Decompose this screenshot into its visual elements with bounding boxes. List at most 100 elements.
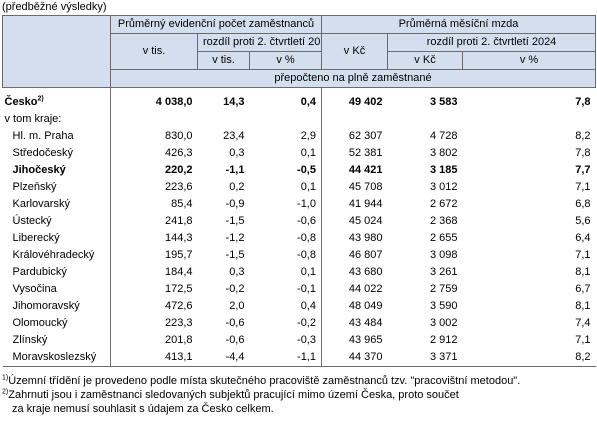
- header-wage-group: Průměrná měsíční mzda: [321, 15, 596, 34]
- cell: -1,1: [225, 164, 245, 176]
- cell: -0,6: [225, 317, 245, 329]
- row-name: Moravskoslezský: [2, 349, 111, 367]
- cell: 426,3: [110, 145, 198, 162]
- cell: 172,5: [110, 281, 198, 298]
- cell: 43 680: [321, 264, 388, 281]
- row-name: Středočeský: [12, 147, 74, 159]
- row-name: Česko2): [4, 95, 44, 108]
- cell: -1,1: [249, 349, 322, 367]
- cell: 413,1: [110, 349, 198, 367]
- footnote-1: 1)Územní třídění je provedeno podle míst…: [2, 374, 521, 387]
- header-prepocteno: přepočteno na plně zaměstnané: [110, 69, 596, 88]
- cell: 46 807: [321, 247, 388, 264]
- cell: 43 484: [321, 315, 388, 332]
- table-row: Vysočina 172,5 -0,2 -0,1 44 022 2 759 6,7: [3, 281, 596, 298]
- cell: 7,1: [575, 181, 591, 193]
- cell: 220,2: [110, 162, 198, 179]
- cell: 3 590: [429, 300, 458, 312]
- footnote-2-cont: za kraje nemusí souhlasit s údajem za Če…: [12, 403, 274, 415]
- cell: 49 402: [321, 94, 388, 111]
- cell: -0,6: [225, 334, 245, 346]
- table-row: Královéhradecký 195,7 -1,5 -0,8 46 807 3 098 7…: [3, 247, 596, 264]
- cell: 0,2: [229, 181, 245, 193]
- table-caption: (předběžné výsledky): [2, 1, 107, 13]
- cell: 0,1: [300, 147, 316, 159]
- cell: 2 759: [429, 283, 458, 295]
- cell: 6,4: [575, 232, 591, 244]
- header-sub-pct-1: v %: [249, 51, 322, 70]
- cell: 144,3: [110, 230, 198, 247]
- table-row: Jihočeský 220,2 -1,1 -0,5 44 421 3 185 7,7: [3, 162, 596, 179]
- cell: 2 655: [429, 232, 458, 244]
- cell: 7,4: [575, 317, 591, 329]
- cell: 7,8: [575, 147, 591, 159]
- cell: 6,7: [575, 283, 591, 295]
- cell: 0,4: [300, 96, 316, 108]
- table-row-total: Česko2) 4 038,0 14,3 0,4 49 402 3 583 7,…: [3, 94, 596, 111]
- cell: 0,4: [300, 300, 316, 312]
- row-name: Královéhradecký: [12, 249, 95, 261]
- cell: 52 381: [321, 145, 388, 162]
- cell: 8,2: [462, 349, 596, 367]
- cell: -1,5: [225, 215, 245, 227]
- header-employees-group: Průměrný evidenční počet zaměstnanců: [110, 15, 322, 34]
- cell: 3 002: [429, 317, 458, 329]
- cell: 223,6: [110, 179, 198, 196]
- cell: 45 708: [321, 179, 388, 196]
- cell: 3 185: [429, 164, 458, 176]
- cell: -0,6: [297, 215, 316, 227]
- cell: 0,3: [229, 266, 245, 278]
- row-name: Olomoucký: [12, 317, 68, 329]
- cell: 472,6: [110, 298, 198, 315]
- table-row: Pardubický 184,4 0,3 0,1 43 680 3 261 8,1: [3, 264, 596, 281]
- header-sub-v-tis: v tis.: [197, 51, 250, 70]
- cell: 41 944: [321, 196, 388, 213]
- row-name: Liberecký: [12, 232, 60, 244]
- cell: 2 912: [429, 334, 458, 346]
- header-v-kc: v Kč: [321, 33, 388, 70]
- cell: -0,9: [225, 198, 245, 210]
- cell: 3 012: [429, 181, 458, 193]
- cell: 8,1: [575, 300, 591, 312]
- footnote-2: 2)Zahrnuti jsou i zaměstnanci sledovanýc…: [2, 388, 459, 401]
- table-row: Středočeský 426,3 0,3 0,1 52 381 3 802 7,8: [3, 145, 596, 162]
- cell: -4,4: [197, 349, 250, 367]
- table-row-vtom: v tom kraje:: [3, 111, 596, 128]
- cell: 2 368: [429, 215, 458, 227]
- cell: -0,8: [297, 249, 316, 261]
- table-row: Moravskoslezský 413,1 -4,4 -1,1 44 370 3 371 8…: [2, 349, 596, 367]
- cell: -0,1: [297, 283, 316, 295]
- row-name: v tom kraje:: [4, 113, 62, 125]
- cell: 44 421: [321, 162, 388, 179]
- cell: 0,1: [300, 181, 316, 193]
- regional-wage-table: Průměrný evidenční počet zaměstnanců Prů…: [2, 15, 596, 367]
- header-v-tis: v tis.: [110, 33, 198, 70]
- cell: 2,0: [229, 300, 245, 312]
- table-row: Ústecký 241,8 -1,5 -0,6 45 024 2 368 5,6: [3, 213, 596, 230]
- cell: 3 098: [429, 249, 458, 261]
- cell: 6,8: [575, 198, 591, 210]
- footnotes: 1)Územní třídění je provedeno podle míst…: [2, 374, 595, 416]
- table-row: Hl. m. Praha 830,0 23,4 2,9 62 307 4 728 8,2: [3, 128, 596, 145]
- cell: -0,8: [297, 232, 316, 244]
- cell: 241,8: [110, 213, 198, 230]
- cell: 184,4: [110, 264, 198, 281]
- cell: 14,3: [223, 96, 245, 108]
- cell: 201,8: [110, 332, 198, 349]
- cell: 7,1: [575, 334, 591, 346]
- cell: -1,5: [225, 249, 245, 261]
- cell: 3 802: [429, 147, 458, 159]
- cell: 43 965: [321, 332, 388, 349]
- cell: -1,0: [297, 198, 316, 210]
- table-row: Plzeňský 223,6 0,2 0,1 45 708 3 012 7,1: [3, 179, 596, 196]
- cell: 830,0: [110, 128, 198, 145]
- table-row: Zlínský 201,8 -0,6 -0,3 43 965 2 912 7,1: [3, 332, 596, 349]
- row-name: Ústecký: [12, 215, 52, 227]
- cell: 85,4: [110, 196, 198, 213]
- row-name: Plzeňský: [12, 181, 57, 193]
- cell: 4 038,0: [110, 94, 198, 111]
- cell: -0,2: [225, 283, 245, 295]
- cell: 0,1: [300, 266, 316, 278]
- cell: -0,2: [297, 317, 316, 329]
- cell: 44 370: [321, 349, 388, 367]
